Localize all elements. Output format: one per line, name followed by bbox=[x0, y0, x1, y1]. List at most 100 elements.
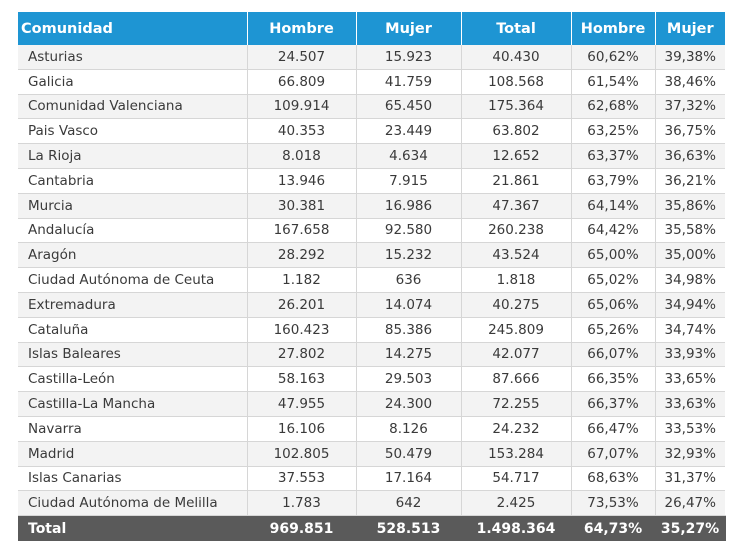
hombre-cell: 26.201 bbox=[247, 292, 357, 318]
comunidad-cell: Castilla-León bbox=[18, 366, 248, 393]
table-row: Asturias 24.507 15.923 40.430 60,62% 39,38% bbox=[18, 45, 725, 70]
mujer-pct-cell: 32,93% bbox=[655, 441, 725, 467]
hombre-pct-cell: 60,62% bbox=[571, 45, 656, 70]
total-cell: 72.255 bbox=[461, 391, 572, 417]
comunidad-cell: Pais Vasco bbox=[18, 118, 248, 145]
hombre-cell: 66.809 bbox=[247, 69, 357, 95]
mujer-pct-cell: 26,47% bbox=[655, 490, 725, 517]
mujer-cell: 14.275 bbox=[356, 342, 462, 368]
mujer-cell: 41.759 bbox=[356, 69, 462, 95]
hombre-pct-cell: 64,42% bbox=[571, 218, 656, 244]
hombre-cell: 1.182 bbox=[247, 267, 357, 293]
mujer-cell: 636 bbox=[356, 267, 462, 293]
hombre-cell: 109.914 bbox=[247, 94, 357, 120]
total-cell: 1.818 bbox=[461, 267, 572, 293]
comunidad-cell: Ciudad Autónoma de Melilla bbox=[18, 490, 248, 517]
hombre-pct-cell: 66,37% bbox=[571, 391, 656, 417]
hombre-cell: 13.946 bbox=[247, 168, 357, 194]
total-cell: 63.802 bbox=[461, 118, 572, 145]
hombre-cell: 24.507 bbox=[247, 45, 357, 70]
total-cell: 153.284 bbox=[461, 441, 572, 467]
header-mujer-pct: Mujer bbox=[655, 12, 725, 45]
table-row: Aragón 28.292 15.232 43.524 65,00% 35,00% bbox=[18, 242, 725, 269]
hombre-pct-cell: 63,37% bbox=[571, 143, 656, 169]
total-cell: 43.524 bbox=[461, 242, 572, 269]
comunidad-cell: Andalucía bbox=[18, 218, 248, 244]
hombre-pct-cell: 63,79% bbox=[571, 168, 656, 194]
hombre-pct-cell: 68,63% bbox=[571, 466, 656, 492]
table-footer: Total 969.851 528.513 1.498.364 64,73% 3… bbox=[18, 515, 726, 541]
total-cell: 54.717 bbox=[461, 466, 572, 492]
hombre-pct-cell: 66,47% bbox=[571, 416, 656, 442]
table-row: Andalucía 167.658 92.580 260.238 64,42% 35,58… bbox=[18, 218, 725, 244]
total-cell: 40.275 bbox=[461, 292, 572, 318]
mujer-cell: 50.479 bbox=[356, 441, 462, 467]
comunidad-cell: Galicia bbox=[18, 69, 248, 95]
mujer-cell: 23.449 bbox=[356, 118, 462, 145]
comunidad-cell: Cantabria bbox=[18, 168, 248, 194]
total-cell: 108.568 bbox=[461, 69, 572, 95]
hombre-cell: 58.163 bbox=[247, 366, 357, 393]
mujer-pct-cell: 36,21% bbox=[655, 168, 725, 194]
total-mujer: 528.513 bbox=[356, 515, 462, 541]
table-row: Islas Canarias 37.553 17.164 54.717 68,63% 31… bbox=[18, 466, 725, 492]
comunidad-cell: Murcia bbox=[18, 193, 248, 219]
table-row: La Rioja 8.018 4.634 12.652 63,37% 36,63% bbox=[18, 143, 725, 169]
mujer-pct-cell: 35,58% bbox=[655, 218, 725, 244]
total-label: Total bbox=[18, 515, 248, 541]
mujer-cell: 15.232 bbox=[356, 242, 462, 269]
hombre-cell: 167.658 bbox=[247, 218, 357, 244]
table-row: Galicia 66.809 41.759 108.568 61,54% 38,46% bbox=[18, 69, 725, 95]
hombre-cell: 1.783 bbox=[247, 490, 357, 517]
hombre-pct-cell: 66,35% bbox=[571, 366, 656, 393]
mujer-pct-cell: 33,53% bbox=[655, 416, 725, 442]
total-total: 1.498.364 bbox=[461, 515, 572, 541]
comunidad-cell: Islas Canarias bbox=[18, 466, 248, 492]
table-row: Navarra 16.106 8.126 24.232 66,47% 33,53% bbox=[18, 416, 725, 442]
hombre-cell: 8.018 bbox=[247, 143, 357, 169]
mujer-pct-cell: 36,63% bbox=[655, 143, 725, 169]
mujer-pct-cell: 34,74% bbox=[655, 317, 725, 343]
comunidad-cell: Ciudad Autónoma de Ceuta bbox=[18, 267, 248, 293]
comunidad-cell: Comunidad Valenciana bbox=[18, 94, 248, 120]
table-row: Cataluña 160.423 85.386 245.809 65,26% 34,74% bbox=[18, 317, 725, 343]
total-cell: 87.666 bbox=[461, 366, 572, 393]
header-mujer: Mujer bbox=[356, 12, 462, 45]
mujer-pct-cell: 33,65% bbox=[655, 366, 725, 393]
hombre-pct-cell: 73,53% bbox=[571, 490, 656, 517]
mujer-cell: 85.386 bbox=[356, 317, 462, 343]
table-row: Extremadura 26.201 14.074 40.275 65,06% 34,94… bbox=[18, 292, 725, 318]
hombre-cell: 37.553 bbox=[247, 466, 357, 492]
hombre-pct-cell: 65,02% bbox=[571, 267, 656, 293]
hombre-cell: 102.805 bbox=[247, 441, 357, 467]
total-cell: 175.364 bbox=[461, 94, 572, 120]
comunidad-cell: Asturias bbox=[18, 45, 248, 70]
header-comunidad: Comunidad bbox=[18, 12, 248, 45]
hombre-pct-cell: 67,07% bbox=[571, 441, 656, 467]
hombre-pct-cell: 62,68% bbox=[571, 94, 656, 120]
mujer-cell: 24.300 bbox=[356, 391, 462, 417]
table-row: Castilla-La Mancha 47.955 24.300 72.255 66,3… bbox=[18, 391, 725, 417]
total-cell: 40.430 bbox=[461, 45, 572, 70]
mujer-cell: 17.164 bbox=[356, 466, 462, 492]
total-cell: 47.367 bbox=[461, 193, 572, 219]
total-hombre-pct: 64,73% bbox=[571, 515, 656, 541]
total-hombre: 969.851 bbox=[247, 515, 357, 541]
mujer-cell: 15.923 bbox=[356, 45, 462, 70]
comunidad-cell: Navarra bbox=[18, 416, 248, 442]
hombre-cell: 40.353 bbox=[247, 118, 357, 145]
header-hombre: Hombre bbox=[247, 12, 357, 45]
table-row: Murcia 30.381 16.986 47.367 64,14% 35,86% bbox=[18, 193, 725, 219]
total-cell: 12.652 bbox=[461, 143, 572, 169]
comunidad-cell: Aragón bbox=[18, 242, 248, 269]
mujer-pct-cell: 34,94% bbox=[655, 292, 725, 318]
hombre-cell: 160.423 bbox=[247, 317, 357, 343]
total-mujer-pct: 35,27% bbox=[655, 515, 726, 541]
mujer-cell: 65.450 bbox=[356, 94, 462, 120]
mujer-pct-cell: 34,98% bbox=[655, 267, 725, 293]
mujer-pct-cell: 37,32% bbox=[655, 94, 725, 120]
comunidad-cell: Extremadura bbox=[18, 292, 248, 318]
header-row: Comunidad Hombre Mujer Total Hombre Muje… bbox=[18, 12, 725, 45]
total-cell: 24.232 bbox=[461, 416, 572, 442]
table-header: Comunidad Hombre Mujer Total Hombre Muje… bbox=[18, 12, 725, 45]
